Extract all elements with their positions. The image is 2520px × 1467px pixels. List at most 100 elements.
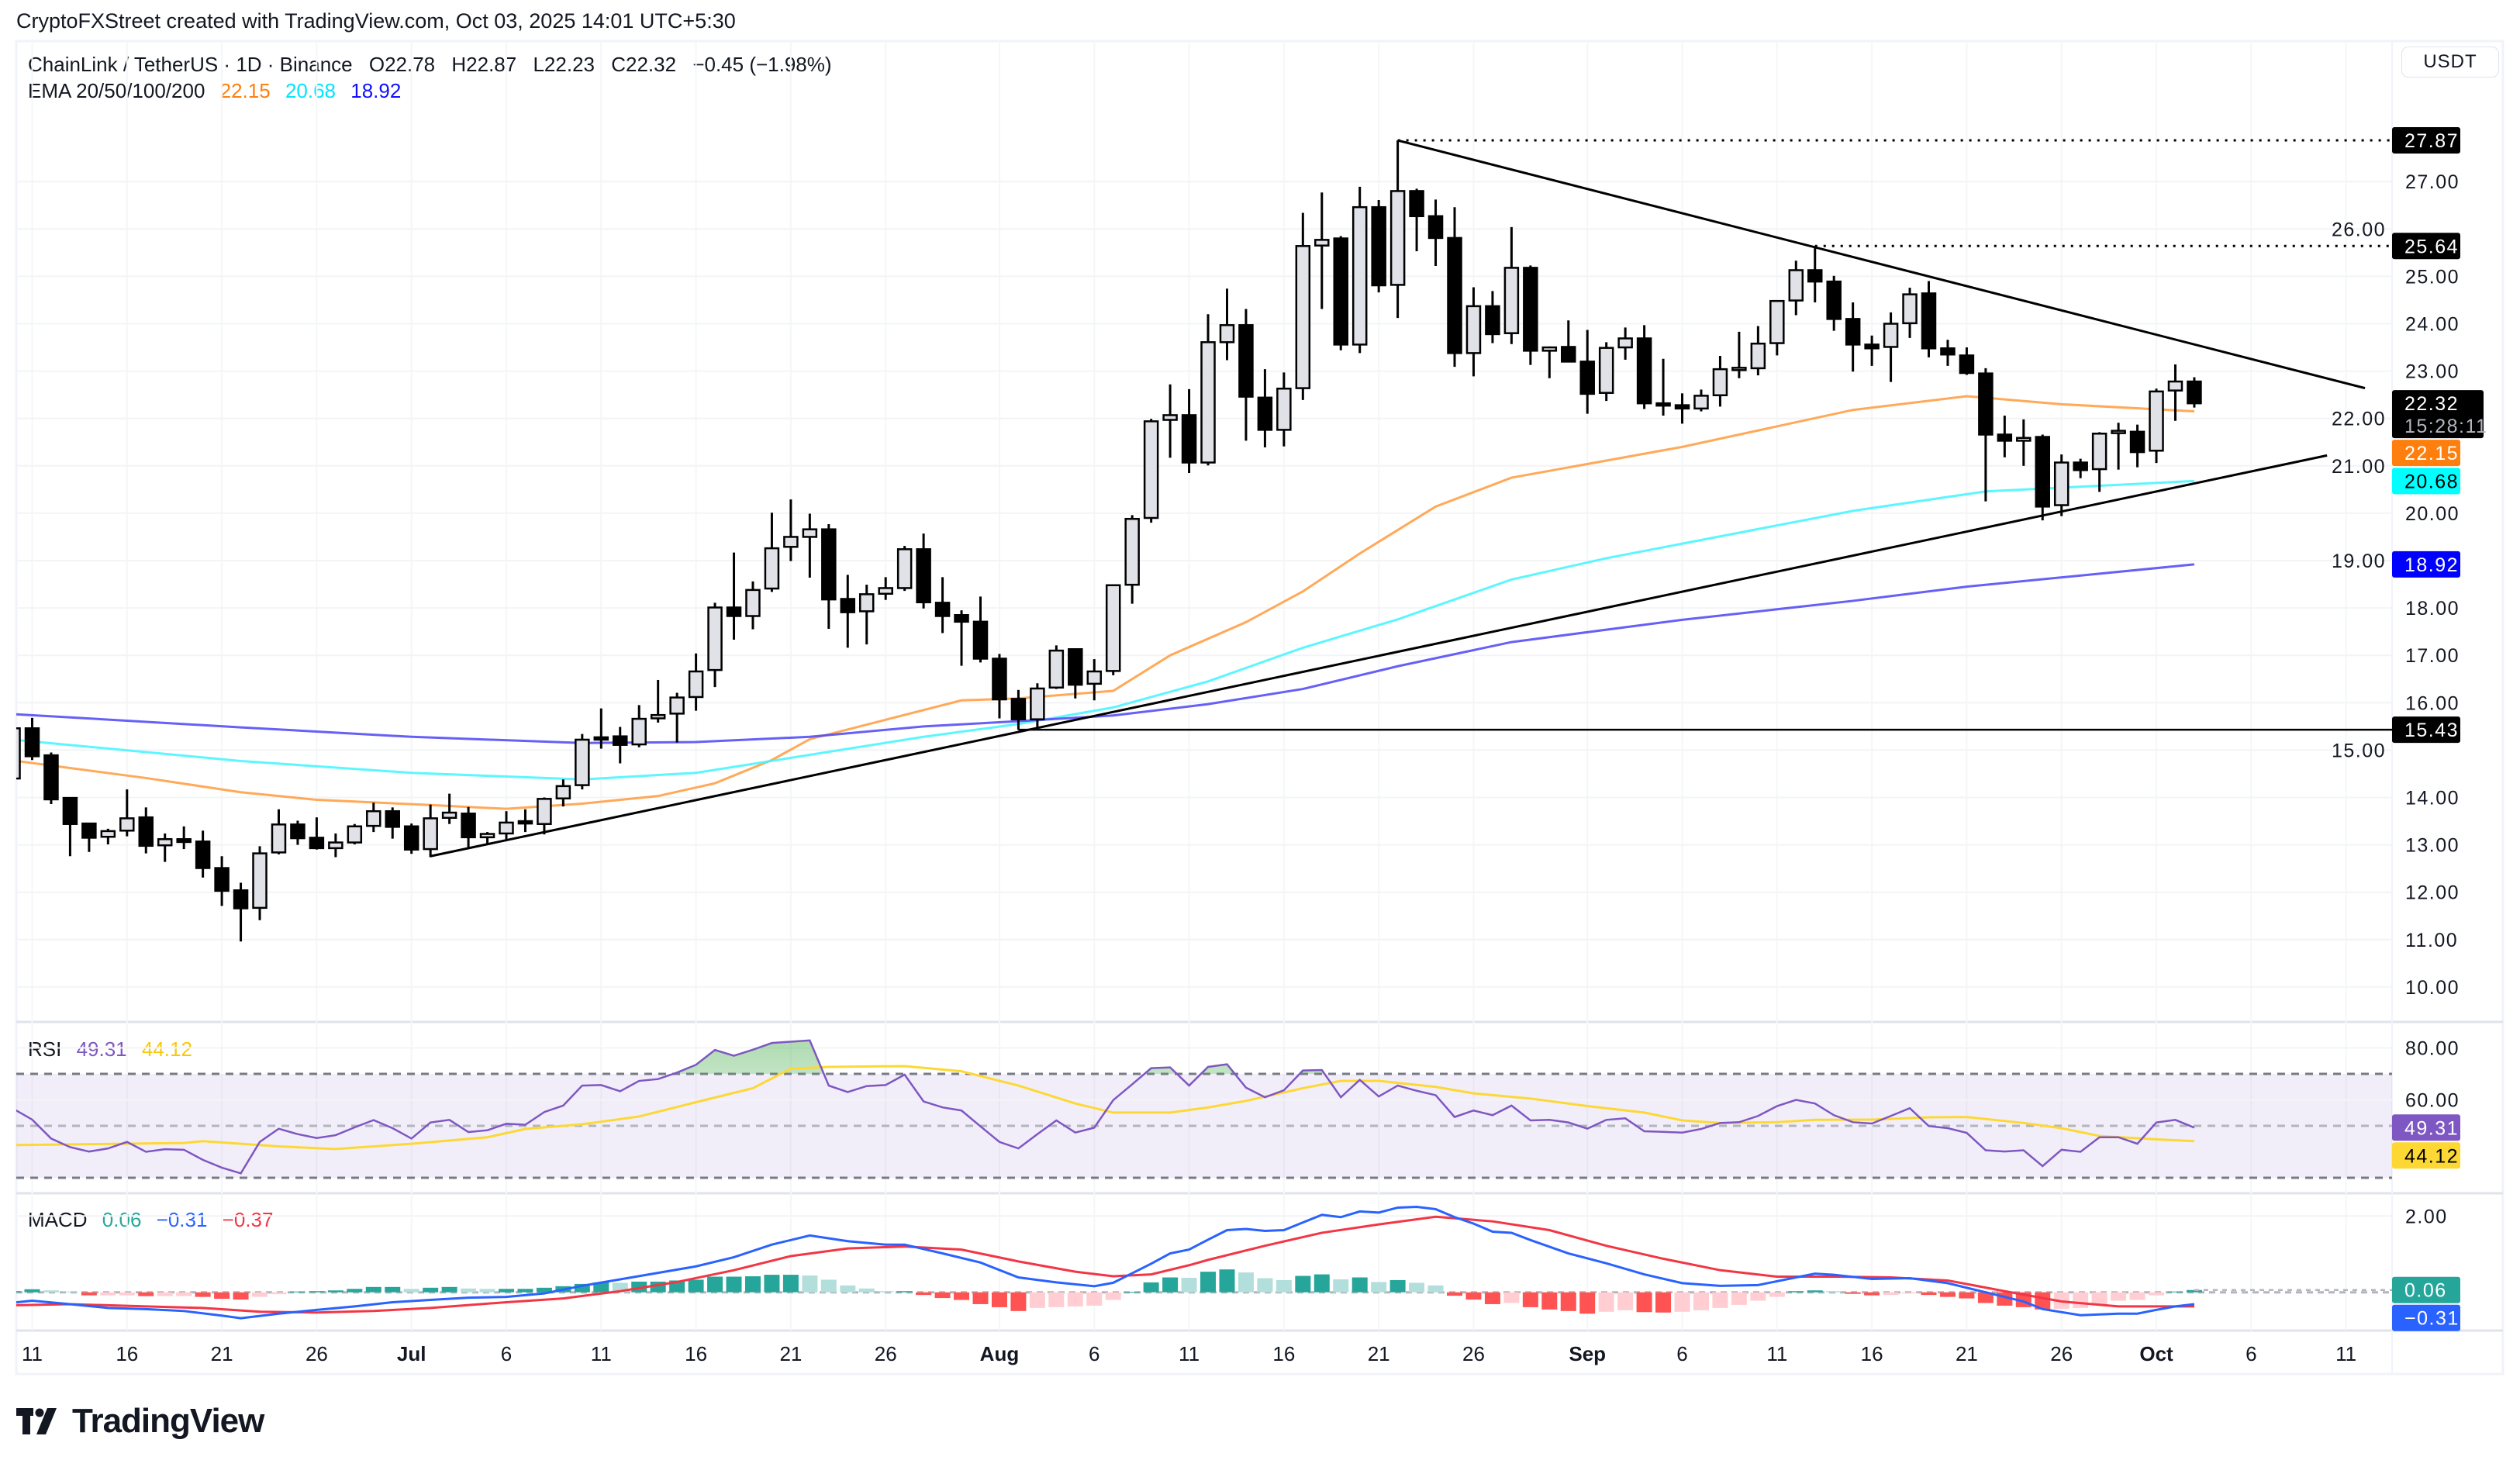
tradingview-logo[interactable]: TradingView: [16, 1402, 264, 1441]
candle[interactable]: [537, 797, 552, 835]
candle[interactable]: [517, 809, 533, 833]
candle[interactable]: [1503, 226, 1520, 344]
candle[interactable]: [138, 807, 154, 854]
candle[interactable]: [1940, 340, 1956, 366]
candle[interactable]: [441, 793, 457, 824]
candle[interactable]: [688, 653, 704, 711]
candle[interactable]: [2016, 419, 2032, 466]
candle[interactable]: [1314, 192, 1330, 309]
candle[interactable]: [119, 789, 135, 837]
candle[interactable]: [195, 830, 211, 878]
candle[interactable]: [840, 575, 856, 648]
candle[interactable]: [745, 581, 761, 630]
candle[interactable]: [62, 796, 78, 857]
candle[interactable]: [707, 602, 723, 688]
candle[interactable]: [271, 809, 287, 854]
candle[interactable]: [1447, 207, 1462, 368]
candle[interactable]: [1257, 369, 1273, 447]
candle[interactable]: [1523, 265, 1538, 365]
candle[interactable]: [1105, 584, 1121, 675]
candle[interactable]: [878, 577, 893, 600]
candle[interactable]: [1750, 326, 1766, 376]
candle[interactable]: [2167, 364, 2183, 421]
candle[interactable]: [1769, 299, 1785, 356]
candle[interactable]: [821, 523, 837, 629]
candle[interactable]: [1389, 140, 1406, 319]
candle[interactable]: [2187, 377, 2202, 408]
candle[interactable]: [1485, 291, 1500, 343]
symbol-name[interactable]: ChainLink / TetherUS · 1D · Binance: [28, 53, 353, 76]
candle[interactable]: [1864, 335, 1880, 366]
candle[interactable]: [1826, 275, 1842, 331]
candle[interactable]: [954, 610, 969, 666]
candle[interactable]: [309, 817, 325, 850]
candle[interactable]: [2149, 388, 2164, 464]
candle[interactable]: [1655, 358, 1671, 416]
candle[interactable]: [7, 722, 21, 783]
candle[interactable]: [1143, 419, 1159, 523]
candle[interactable]: [992, 654, 1007, 719]
candle[interactable]: [2073, 458, 2088, 478]
macd-legend[interactable]: MACD 0.06 −0.31 −0.37: [28, 1208, 282, 1232]
candle[interactable]: [290, 820, 306, 845]
candle[interactable]: [1030, 683, 1045, 730]
candle[interactable]: [631, 705, 647, 747]
candle[interactable]: [1541, 346, 1558, 378]
candle[interactable]: [1845, 302, 1861, 372]
candle[interactable]: [233, 882, 249, 942]
rsi-legend[interactable]: RSI 49.31 44.12: [28, 1037, 202, 1061]
candle[interactable]: [613, 727, 628, 764]
candle[interactable]: [1295, 212, 1311, 400]
candle[interactable]: [1883, 312, 1899, 382]
candle[interactable]: [1617, 327, 1633, 360]
candle[interactable]: [1465, 287, 1482, 377]
candle[interactable]: [499, 811, 514, 840]
candle[interactable]: [1048, 645, 1065, 689]
candle[interactable]: [555, 779, 571, 807]
candle[interactable]: [347, 823, 363, 844]
candle[interactable]: [1351, 186, 1368, 354]
candle[interactable]: [461, 806, 476, 847]
candle[interactable]: [1636, 325, 1652, 409]
candle[interactable]: [157, 833, 173, 862]
candle[interactable]: [1902, 288, 1918, 338]
candle[interactable]: [1427, 199, 1444, 266]
candle[interactable]: [1674, 393, 1690, 424]
candle[interactable]: [1598, 342, 1614, 402]
candle[interactable]: [328, 833, 343, 858]
candle[interactable]: [479, 832, 495, 844]
candle[interactable]: [1921, 281, 1937, 357]
candle[interactable]: [1068, 648, 1083, 699]
candle[interactable]: [858, 585, 875, 645]
candle[interactable]: [176, 826, 192, 850]
candle[interactable]: [2035, 434, 2051, 521]
currency-button[interactable]: USDT: [2401, 47, 2499, 78]
candle[interactable]: [1276, 372, 1292, 447]
ema-legend[interactable]: EMA 20/50/100/200 22.15 20.68 18.92: [28, 79, 410, 103]
candle[interactable]: [1693, 389, 1709, 412]
candle[interactable]: [1807, 246, 1823, 303]
candle[interactable]: [1124, 515, 1140, 604]
candle[interactable]: [43, 752, 59, 805]
candle[interactable]: [214, 856, 230, 906]
candle[interactable]: [1371, 200, 1386, 293]
candle[interactable]: [650, 679, 666, 723]
candle[interactable]: [1561, 320, 1576, 363]
candle[interactable]: [1978, 368, 1994, 502]
candle[interactable]: [669, 692, 685, 743]
candle[interactable]: [2053, 454, 2070, 516]
candle[interactable]: [934, 577, 951, 633]
candle[interactable]: [916, 533, 931, 609]
candle[interactable]: [783, 499, 799, 561]
candle[interactable]: [100, 828, 116, 844]
candle[interactable]: [1579, 330, 1595, 414]
candle[interactable]: [726, 552, 742, 640]
candle[interactable]: [2111, 423, 2126, 470]
candle[interactable]: [1238, 309, 1254, 441]
candle[interactable]: [1712, 356, 1728, 407]
candle[interactable]: [1333, 236, 1348, 350]
candle[interactable]: [972, 596, 989, 663]
candle[interactable]: [1086, 659, 1103, 701]
candle[interactable]: [385, 807, 400, 839]
